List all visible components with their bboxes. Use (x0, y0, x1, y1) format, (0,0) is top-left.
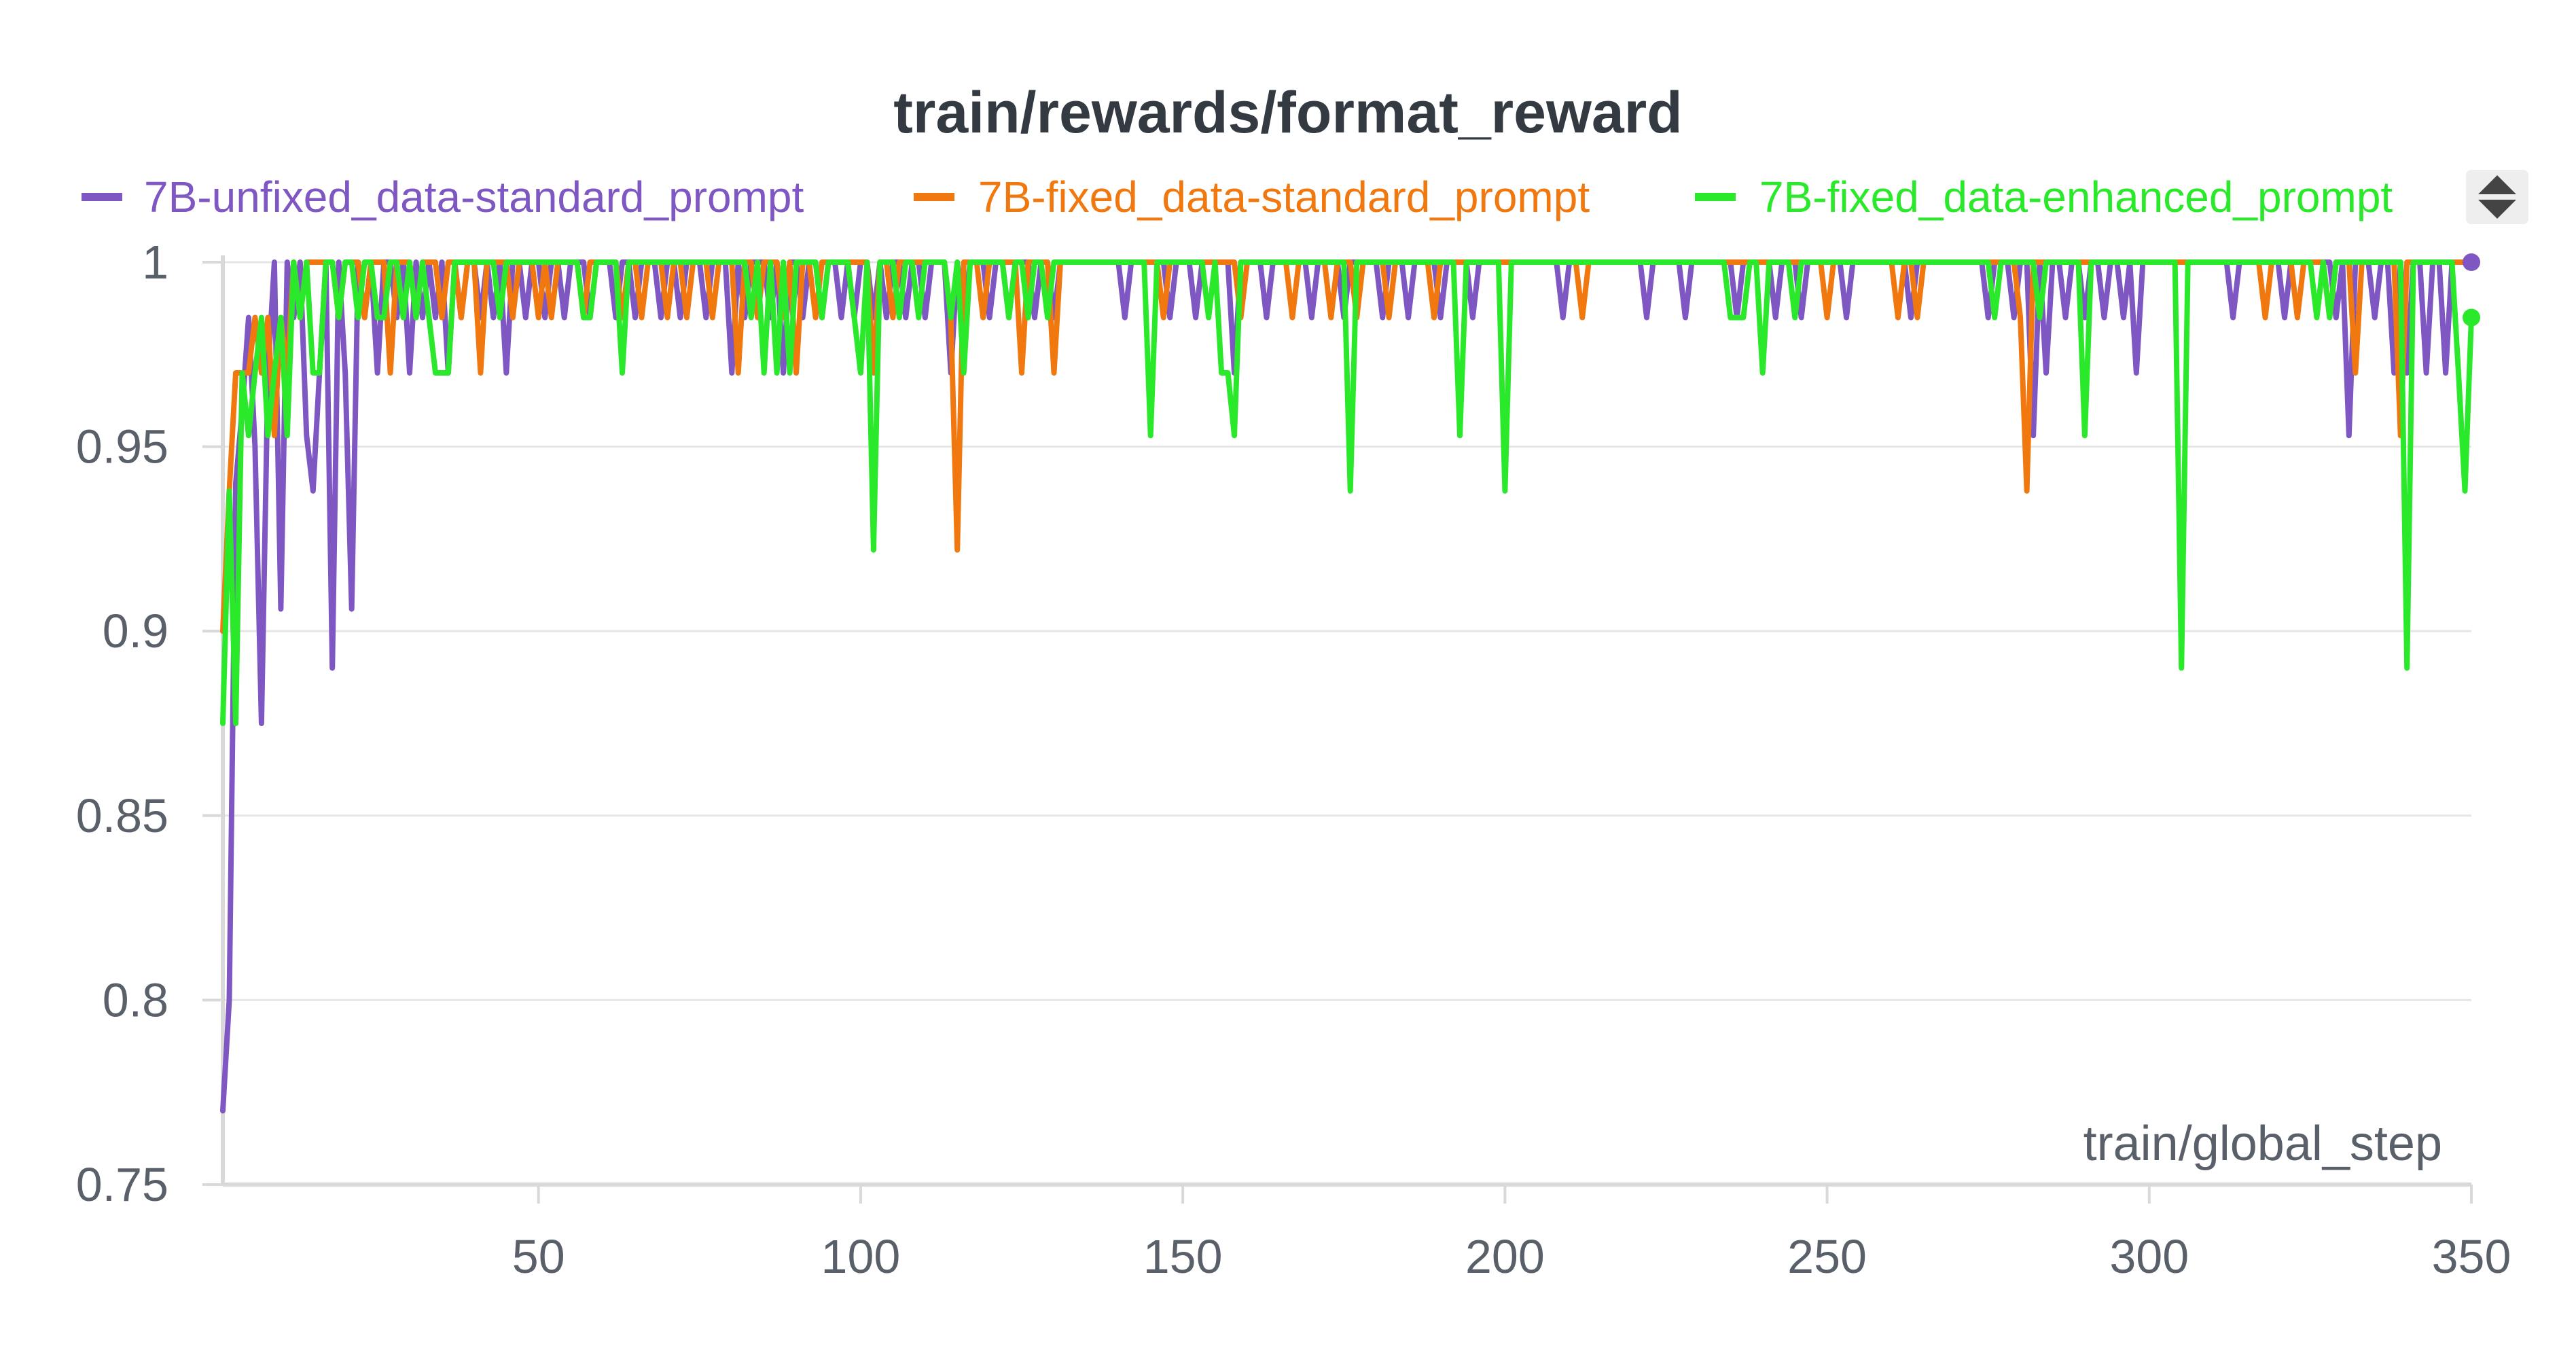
legend-item-series-1[interactable]: 7B-unfixed_data-standard_prompt (82, 173, 804, 221)
y-tick-label: 1 (142, 236, 168, 289)
y-tick-label: 0.8 (103, 973, 168, 1026)
y-tick-label: 0.75 (76, 1158, 168, 1211)
x-axis-label: train/global_step (2083, 1117, 2442, 1171)
sort-icon[interactable] (2466, 170, 2528, 224)
series-end-point-3 (2463, 308, 2480, 327)
x-tick-label: 350 (2432, 1230, 2511, 1283)
legend-item-series-2[interactable]: 7B-fixed_data-standard_prompt (914, 173, 1590, 221)
x-tick-label: 150 (1143, 1230, 1223, 1283)
y-tick-label: 0.9 (103, 605, 168, 657)
x-tick-label: 300 (2109, 1230, 2189, 1283)
chart-title: train/rewards/format_reward (893, 80, 1682, 145)
y-tick-label: 0.85 (76, 789, 168, 842)
legend: 7B-unfixed_data-standard_prompt 7B-fixed… (82, 170, 2528, 224)
legend-item-series-3[interactable]: 7B-fixed_data-enhanced_prompt (1695, 173, 2393, 221)
series-lines (220, 253, 2480, 1114)
x-tick-label: 100 (821, 1230, 901, 1283)
series-line-3[interactable] (220, 259, 2474, 726)
legend-label-series-3: 7B-fixed_data-enhanced_prompt (1759, 173, 2393, 221)
y-axis-ticks: 0.75 0.8 0.85 0.9 0.95 1 (76, 236, 168, 1211)
series-end-point-1 (2463, 253, 2480, 271)
y-tick-label: 0.95 (76, 420, 168, 473)
x-tick-label: 200 (1465, 1230, 1545, 1283)
x-axis-ticks: 50 100 150 200 250 300 350 (512, 1185, 2511, 1283)
x-tick-label: 50 (512, 1230, 565, 1283)
legend-label-series-2: 7B-fixed_data-standard_prompt (978, 173, 1590, 221)
legend-label-series-1: 7B-unfixed_data-standard_prompt (144, 173, 804, 221)
axes (202, 255, 2471, 1187)
x-tick-label: 250 (1787, 1230, 1867, 1283)
